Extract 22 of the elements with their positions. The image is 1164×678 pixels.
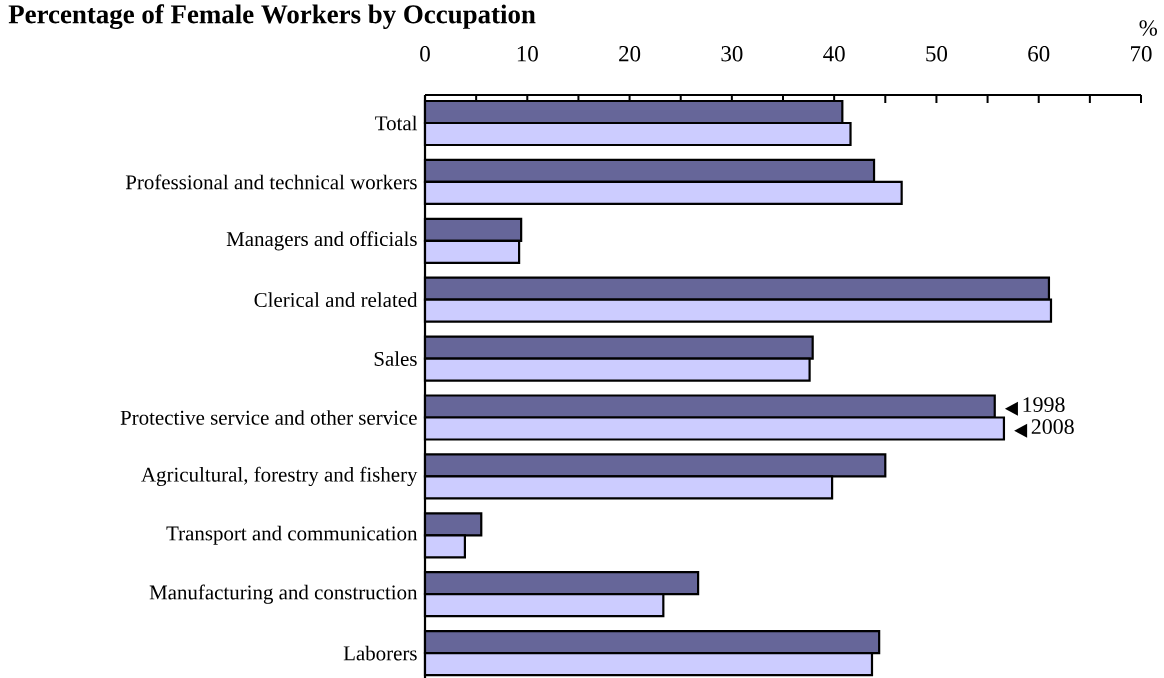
y-tick-label: Protective service and other service xyxy=(120,410,417,425)
x-tick-label: 60 xyxy=(1028,46,1050,62)
y-tick-label: Clerical and related xyxy=(254,292,418,308)
y-tick-label: Transport and communication xyxy=(166,525,418,545)
x-tick-label: 10 xyxy=(517,46,538,62)
x-tick-label: 40 xyxy=(823,46,845,62)
x-tick-label: 70 xyxy=(1131,46,1152,62)
x-tick-label: 50 xyxy=(926,46,948,62)
x-axis-title: % xyxy=(1139,20,1158,36)
y-tick-label: Professional and technical workers xyxy=(125,174,417,190)
x-tick-label: 30 xyxy=(721,46,743,62)
series-label: 1998 xyxy=(1023,397,1065,412)
y-tick-label: Laborers xyxy=(343,645,417,661)
y-tick-label: Sales xyxy=(374,351,417,366)
series-label: 2008 xyxy=(1031,419,1074,434)
y-tick-label: Manufacturing and construction xyxy=(149,584,418,604)
y-tick-label: Total xyxy=(375,115,418,131)
x-tick-label: 0 xyxy=(420,46,430,62)
y-tick-label: Agricultural, forestry and fishery xyxy=(141,466,418,487)
x-tick-label: 20 xyxy=(619,46,641,62)
chart-title: Percentage of Female Workers by Occupation xyxy=(8,4,536,30)
y-tick-label: Managers and officials xyxy=(226,231,417,251)
